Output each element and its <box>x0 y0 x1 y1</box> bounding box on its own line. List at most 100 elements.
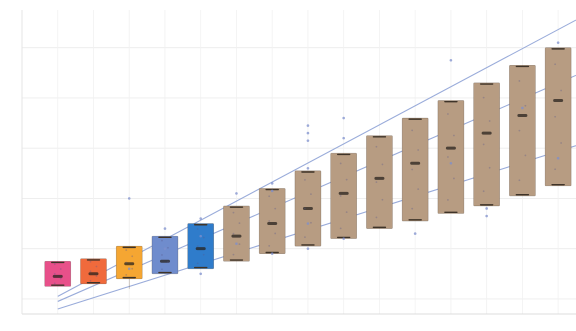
box-body <box>509 64 536 197</box>
box-inner-point <box>131 255 134 258</box>
box-inner-point <box>518 80 521 82</box>
outlier-point <box>163 247 167 250</box>
box-inner-point <box>310 221 312 224</box>
box-inner-point <box>345 178 348 181</box>
box-inner-point <box>161 254 163 256</box>
outlier-point <box>306 131 310 135</box>
box-inner-point <box>310 193 312 196</box>
box-inner-point <box>447 199 449 201</box>
outlier-point <box>306 139 310 142</box>
box-inner-point <box>131 267 134 270</box>
box-body <box>544 47 572 187</box>
box-body <box>223 205 250 262</box>
box-inner-point <box>488 120 491 122</box>
box-inner-point <box>447 113 449 115</box>
box-median <box>52 274 63 278</box>
box-inner-point <box>125 261 128 264</box>
outlier-point <box>306 247 310 250</box>
trend-line <box>57 19 576 297</box>
outlier-point <box>306 124 310 127</box>
box-inner-point <box>202 236 205 239</box>
box-inner-point <box>554 115 557 118</box>
box-median <box>231 234 242 238</box>
box-inner-point <box>196 262 199 265</box>
box-inner-point <box>417 188 420 191</box>
box-median <box>267 222 278 226</box>
box-inner-point <box>95 275 98 277</box>
box-inner-point <box>268 195 271 198</box>
box-inner-point <box>196 228 199 230</box>
box-median <box>553 98 564 102</box>
box-body <box>187 223 215 270</box>
outlier-point <box>485 214 488 218</box>
box-inner-point <box>161 268 163 271</box>
box-inner-point <box>411 129 414 132</box>
box-inner-point <box>524 104 527 107</box>
box-median <box>481 131 492 135</box>
box-inner-point <box>89 260 92 263</box>
box-inner-point <box>232 211 235 214</box>
axes <box>21 10 576 315</box>
box-inner-point <box>345 211 348 214</box>
box-inner-point <box>202 253 205 256</box>
box-body <box>258 188 286 255</box>
box-median <box>88 272 99 276</box>
box-inner-point <box>274 232 277 235</box>
box-body <box>80 258 107 285</box>
box-inner-point <box>339 227 342 230</box>
outlier-point <box>235 192 238 195</box>
box-median <box>124 262 135 266</box>
box-body <box>366 135 393 229</box>
outlier-point <box>306 222 310 225</box>
box-median <box>410 161 421 165</box>
box-body <box>330 152 357 239</box>
box-inner-point <box>554 168 557 171</box>
box-inner-point <box>518 129 521 132</box>
box-body <box>151 235 179 275</box>
box-inner-point <box>381 198 384 201</box>
box-body <box>437 100 465 214</box>
outlier-point <box>199 217 203 220</box>
box-body <box>401 117 429 222</box>
box-median <box>374 176 385 180</box>
box-inner-point <box>125 249 128 251</box>
box-inner-point <box>417 149 420 151</box>
outlier-point <box>556 41 560 44</box>
outlier-point <box>127 267 131 271</box>
box-inner-point <box>53 282 56 285</box>
box-inner-point <box>560 142 563 144</box>
box-inner-point <box>167 246 169 249</box>
box-inner-point <box>524 154 527 157</box>
box-inner-point <box>59 277 62 280</box>
outlier-point <box>163 227 167 230</box>
box-median <box>517 114 528 118</box>
box-inner-point <box>482 190 485 193</box>
box-inner-point <box>482 143 485 146</box>
outlier-point <box>342 136 345 140</box>
outlier-point <box>127 197 131 200</box>
outlier-point <box>199 234 203 238</box>
box-inner-point <box>274 207 277 210</box>
box-inner-point <box>238 222 241 225</box>
outlier-points <box>127 41 560 276</box>
box-inner-point <box>268 244 271 247</box>
box-inner-point <box>232 253 235 256</box>
box-inner-point <box>560 89 563 92</box>
box-inner-point <box>381 163 384 166</box>
outlier-point <box>199 272 203 276</box>
box-inner-point <box>304 236 306 239</box>
box-inner-point <box>339 195 342 197</box>
box-inner-point <box>161 239 163 242</box>
outlier-point <box>413 232 417 235</box>
outlier-point <box>521 106 524 110</box>
box-median <box>159 259 170 263</box>
outlier-point <box>485 207 488 210</box>
outlier-point <box>449 58 453 62</box>
box-inner-point <box>453 177 455 180</box>
box-inner-point <box>482 96 485 99</box>
outlier-point <box>270 252 274 256</box>
boxes <box>44 47 572 289</box>
box-inner-point <box>339 162 342 165</box>
